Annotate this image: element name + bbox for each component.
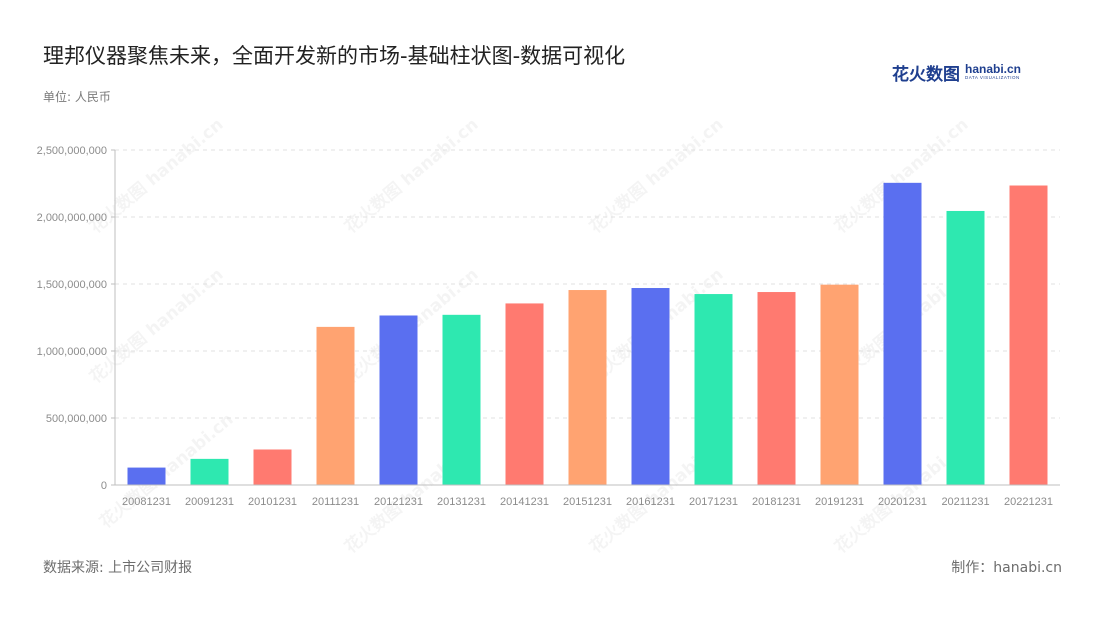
- x-tick-label: 20081231: [122, 496, 171, 508]
- x-tick-label: 20161231: [626, 496, 675, 508]
- bar-20221231: [1009, 185, 1048, 485]
- bars: [127, 182, 1048, 485]
- bar-20171231: [694, 294, 733, 485]
- y-tick-label: 1,500,000,000: [37, 279, 107, 291]
- y-tick-label: 2,500,000,000: [37, 145, 107, 157]
- bar-20201231: [883, 182, 922, 485]
- logo-cn-text: 花火数图: [892, 64, 960, 85]
- x-tick-label: 20091231: [185, 496, 234, 508]
- bar-20141231: [505, 303, 544, 485]
- x-tick-label: 20131231: [437, 496, 486, 508]
- watermark-text: 花火数图 hanabi.cn: [585, 114, 727, 238]
- y-axis: 0 500,000,000 1,000,000,000 1,500,000,000 2,…: [37, 145, 116, 492]
- bar-20151231: [568, 290, 607, 485]
- chart-title: 理邦仪器聚焦未来，全面开发新的市场-基础柱状图-数据可视化: [43, 44, 626, 68]
- logo-en-text: hanabi.cn: [965, 62, 1022, 77]
- bar-20191231: [820, 284, 859, 485]
- bar-20121231: [379, 315, 418, 485]
- bar-20161231: [631, 288, 670, 485]
- logo-sub-text: DATA VISUALIZATION: [965, 75, 1020, 81]
- watermark-text: 花火数图 hanabi.cn: [340, 114, 482, 238]
- bar-20101231: [253, 449, 292, 485]
- y-tick-label: 500,000,000: [46, 413, 107, 425]
- logo-right: hanabi.cn DATA VISUALIZATION: [965, 63, 1021, 81]
- y-tick-label: 1,000,000,000: [37, 346, 107, 358]
- data-source: 数据来源: 上市公司财报: [43, 560, 193, 576]
- x-tick-label: 20181231: [752, 496, 801, 508]
- x-axis: 20081231 20091231 20101231 20111231 20121231…: [115, 484, 1060, 508]
- x-tick-label: 20191231: [815, 496, 864, 508]
- credit-text: 制作：hanabi.cn: [951, 560, 1062, 576]
- x-tick-label: 20101231: [248, 496, 297, 508]
- bar-20091231: [190, 458, 229, 485]
- bar-20211231: [946, 210, 985, 485]
- brand-logo: 花火数图 hanabi.cn DATA VISUALIZATION: [892, 59, 1021, 85]
- bar-20081231: [127, 467, 166, 485]
- x-tick-label: 20111231: [312, 496, 359, 508]
- x-tick-label: 20151231: [563, 496, 612, 508]
- x-tick-label: 20141231: [500, 496, 549, 508]
- x-tick-label: 20201231: [878, 496, 927, 508]
- unit-label: 单位: 人民币: [43, 90, 111, 104]
- y-tick-label: 2,000,000,000: [37, 212, 107, 224]
- x-tick-label: 20211231: [941, 496, 989, 508]
- bar-20181231: [757, 292, 796, 485]
- bar-20111231: [316, 326, 355, 485]
- x-tick-label: 20221231: [1004, 496, 1053, 508]
- bar-20131231: [442, 314, 481, 485]
- x-tick-label: 20171231: [689, 496, 738, 508]
- y-tick-label: 0: [101, 480, 107, 492]
- x-tick-label: 20121231: [374, 496, 423, 508]
